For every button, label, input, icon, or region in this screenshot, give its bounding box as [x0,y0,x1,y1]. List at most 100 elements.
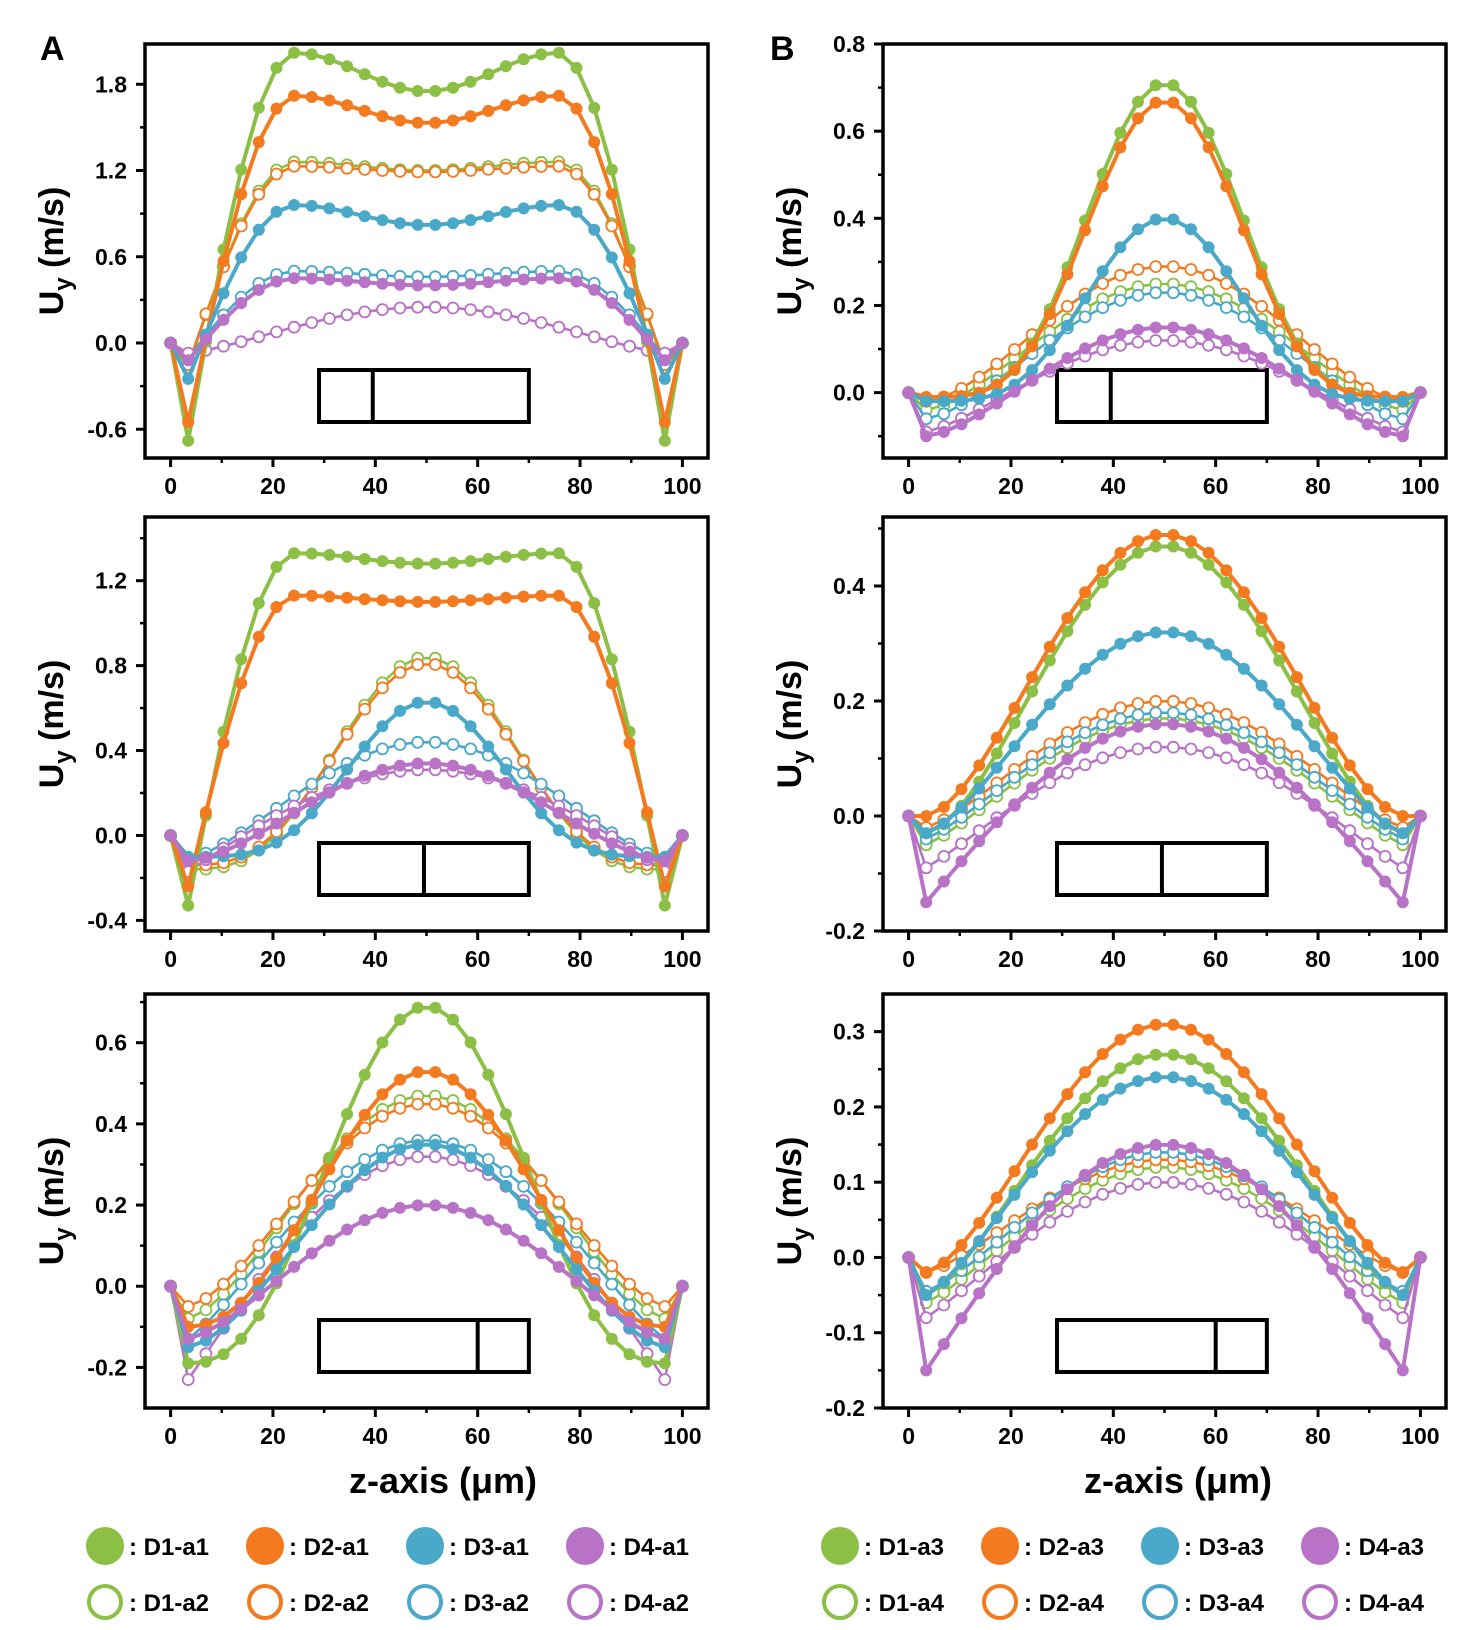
point-D3-a1-11 [358,740,371,753]
legend-label-D1-a1: : D1-a1 [129,1534,209,1561]
point-D2-a1-15 [429,595,442,608]
point-D2-a1-14 [411,595,424,608]
x-tick-label: 60 [465,946,491,972]
point-D4-a3-9 [1061,352,1074,364]
point-D2-a1-9 [323,1163,336,1176]
point-D3-a2-23 [570,1235,583,1249]
legend-marker-D3-a2 [407,1584,443,1620]
point-D1-a1-11 [358,1068,371,1081]
point-D4-a1-29 [676,337,689,349]
point-D2-a3-18 [1220,180,1233,193]
point-D4-a2-14 [411,300,425,314]
point-D2-a3-26 [1361,1239,1374,1251]
point-D4-a3-1 [920,896,933,909]
point-D3-a3-1 [920,395,933,408]
legend-marker-D4-a3 [1301,1527,1339,1565]
point-D3-a3-28 [1396,827,1409,840]
y-tick-label: 1.8 [95,71,127,97]
inset-box [317,368,531,424]
legend-label-D2-a3: : D2-a3 [1024,1534,1104,1561]
point-D1-a3-22 [1290,685,1303,698]
point-D2-a3-21 [1273,640,1286,653]
point-D4-a4-20 [1255,1205,1268,1218]
point-D4-a4-12 [1114,746,1127,759]
point-D4-a3-16 [1185,1142,1197,1154]
point-D2-a1-19 [499,591,512,604]
point-D3-a3-10 [1079,292,1092,305]
point-D1-a1-18 [482,1068,495,1081]
point-D2-a2-14 [411,165,425,179]
point-D2-a1-24 [588,630,601,643]
point-D3-a1-20 [517,202,530,215]
legend-item-D3-a2: : D3-a2 [407,1584,529,1620]
point-D4-a3-18 [1220,334,1233,347]
point-D1-a3-20 [1255,625,1268,638]
point-D2-a3-8 [1043,640,1056,653]
point-D1-a3-20 [1255,1112,1268,1125]
point-D2-a2-6 [270,1217,283,1231]
point-D1-a3-24 [1326,747,1339,760]
y-tick-label: 0.0 [833,803,865,829]
x-tick-label: 40 [363,946,389,972]
point-D4-a1-20 [517,786,530,799]
point-D4-a2-26 [623,339,636,353]
point-D3-a4-10 [1078,726,1092,739]
point-D3-a3-7 [1026,364,1039,377]
y-tick-label: 0.8 [833,31,865,57]
point-D3-a1-9 [323,202,336,215]
point-D3-a1-7 [288,1241,301,1253]
series-line-D4-a4 [907,745,1422,870]
point-D4-a4-17 [1202,1182,1215,1195]
chart-A-mid: 0 20 40 60 80 100 -0.4 0.0 0.4 0.8 1.2 Uy (m/s) [33,515,710,972]
point-D2-a3-6 [1008,1165,1021,1178]
point-D4-a3-21 [1273,766,1286,779]
point-D2-a2-12 [375,1109,389,1123]
point-D2-a3-15 [1167,1018,1180,1031]
point-D2-a4-17 [1202,701,1215,715]
point-D4-a1-23 [570,1275,583,1288]
point-D4-a1-1 [182,1333,195,1345]
point-D3-a3-16 [1185,1075,1197,1088]
point-D3-a2-24 [587,1256,601,1270]
point-D2-a1-19 [499,99,512,112]
point-D4-a1-16 [447,759,459,772]
x-tick-label: 0 [164,473,177,499]
point-D4-a3-6 [1008,798,1021,811]
point-D3-a3-10 [1079,1108,1092,1120]
point-D2-a3-3 [955,783,968,796]
point-D4-a4-27 [1378,850,1392,863]
point-D4-a3-20 [1255,352,1268,364]
point-D3-a4-18 [1219,301,1233,315]
point-D1-a1-8 [305,547,318,560]
x-tick-label: 20 [998,1423,1024,1449]
point-D1-a1-28 [658,899,671,912]
point-D2-a2-19 [499,161,513,175]
point-D4-a2-5 [252,330,266,344]
point-D3-a3-10 [1079,662,1092,675]
point-D4-a1-18 [482,276,495,289]
point-D4-a3-17 [1202,328,1215,341]
point-D4-a2-15 [428,1150,442,1164]
point-D3-a3-16 [1185,223,1197,236]
point-D4-a3-3 [955,855,968,868]
point-D2-a2-6 [270,167,283,181]
point-D4-a1-5 [252,283,265,296]
point-D4-a3-8 [1043,766,1056,779]
y-axis-label-main: U [33,291,71,316]
x-tick-label: 40 [363,1423,389,1449]
point-D4-a1-14 [411,1199,424,1212]
point-D3-a3-3 [955,394,968,407]
point-D4-a3-19 [1237,741,1250,754]
legend-item-D2-a4: : D2-a4 [982,1584,1105,1620]
point-D4-a1-24 [588,1289,601,1302]
point-D1-a1-28 [658,434,671,447]
point-D4-a1-10 [341,777,354,790]
point-D4-a1-5 [252,827,265,840]
point-D4-a3-7 [1026,374,1039,387]
point-D3-a1-10 [341,763,354,776]
point-D2-a2-3 [217,1277,230,1291]
point-D4-a3-24 [1326,397,1339,410]
point-D4-a1-12 [376,763,389,776]
point-D2-a4-20 [1255,299,1268,313]
point-D3-a1-10 [341,206,354,218]
